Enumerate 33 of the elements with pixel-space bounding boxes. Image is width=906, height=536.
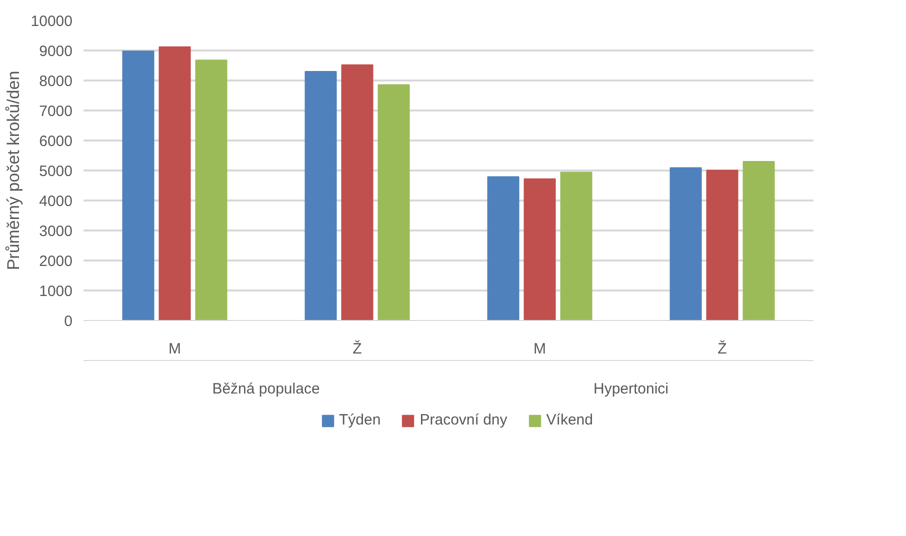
bar [304, 71, 337, 320]
x-tick-label: Ž [718, 340, 727, 358]
y-tick-label: 4000 [39, 193, 73, 210]
x-tick-label: M [534, 340, 546, 358]
x-tick-label: Ž [352, 340, 362, 358]
y-tick-label: 9000 [39, 43, 73, 60]
bar [195, 60, 228, 320]
bar [706, 170, 738, 320]
y-tick-label: 3000 [39, 223, 73, 240]
y-tick-label: 6000 [39, 133, 73, 150]
x-tick-label: M [168, 340, 181, 358]
y-tick-label: 2000 [39, 253, 73, 270]
legend-label: Týden [339, 412, 381, 428]
bar [122, 50, 154, 320]
bar [378, 84, 410, 320]
bar [742, 161, 775, 320]
bar [158, 46, 191, 320]
y-tick-label: 0 [64, 313, 72, 330]
y-tick-label: 8000 [39, 73, 73, 90]
bar [670, 167, 702, 320]
legend-label: Pracovní dny [420, 412, 508, 428]
y-tick-label: 1000 [39, 283, 73, 300]
bar [341, 64, 374, 320]
bar [524, 178, 556, 320]
legend-label: Víkend [546, 412, 593, 428]
text: Běžná populace [212, 380, 320, 398]
bar [560, 172, 592, 320]
text: Hypertonici [593, 380, 669, 398]
y-tick-label: 7000 [39, 103, 73, 120]
y-tick-label: 5000 [39, 163, 73, 180]
y-axis-title: Průměrný počet kroků/den [4, 70, 23, 270]
bar [487, 176, 520, 320]
y-tick-label: 10000 [30, 13, 73, 30]
